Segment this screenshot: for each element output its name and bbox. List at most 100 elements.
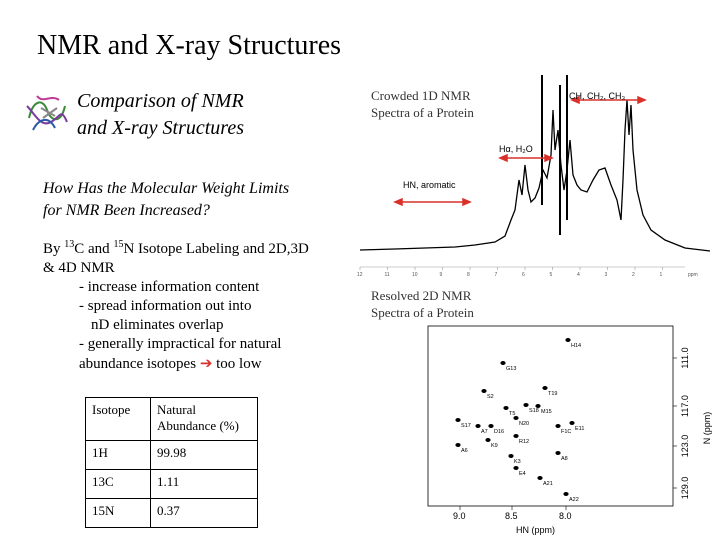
table-row: 15N 0.37 [85, 498, 258, 528]
axis-tick-label: 2 [632, 272, 635, 278]
axis-tick-label: 12 [357, 272, 363, 278]
isotope-cell: 15N [85, 498, 151, 528]
peak-label: T5 [509, 411, 515, 417]
caption-1d-line-2: Spectra of a Protein [371, 105, 474, 120]
bullet-3-result: too low [216, 356, 262, 372]
peak-marker [485, 438, 491, 442]
axis-tick-label: 8 [467, 272, 470, 278]
peak-marker [503, 406, 509, 410]
axis-tick-label: 10 [412, 272, 418, 278]
c13-superscript: 13 [64, 239, 75, 250]
peak-label: E11 [575, 426, 584, 432]
method-line-1: By 13C and 15N Isotope Labeling and 2D,3… [43, 240, 363, 259]
y-tick-label: 123.0 [680, 435, 690, 458]
label-ch: CH, CH₂, CH₃ [569, 91, 625, 101]
peak-marker [563, 492, 569, 496]
plot-frame [427, 325, 674, 507]
peak-marker [513, 434, 519, 438]
peak-marker [523, 403, 529, 407]
isotope-cell: 1H [85, 440, 151, 470]
arrow-head-left [570, 95, 580, 105]
spectrum-2d: H14 G13 S2 T19 T5 S18 M15 S17 N20 A7 D16 F1C E11 R12 K… [427, 325, 712, 535]
peak-label: T19 [548, 391, 557, 397]
peak-label: S2 [487, 394, 494, 400]
axis-tick-label: 7 [495, 272, 498, 278]
abundance-cell: 1.11 [150, 469, 258, 499]
right-arrow-icon: ➔ [199, 354, 213, 372]
caption-1d: Crowded 1D NMR Spectra of a Protein [371, 87, 474, 121]
isotope-abundance-table: Isotope Natural Abundance (%) 1H 99.98 1… [85, 397, 258, 528]
arrow-head-right [544, 153, 554, 163]
peak-label: A22 [569, 497, 579, 503]
axis-unit: ppm [688, 272, 698, 278]
subtitle-line-1: Comparison of NMR [77, 90, 244, 112]
axis-tick-label: 9 [440, 272, 443, 278]
y-tick-label: 129.0 [680, 477, 690, 500]
spectrum-1d: CH, CH₂, CH₃ Hα, H₂O HN, aromatic 12 11 10… [357, 75, 711, 278]
table-row: 13C 1.11 [85, 469, 258, 499]
axis-tick-label: 3 [605, 272, 608, 278]
table-row: 1H 99.98 [85, 440, 258, 470]
axis-tick-label: 4 [577, 272, 580, 278]
axis-tick-label: 6 [522, 272, 525, 278]
y-tick-label: 111.0 [680, 347, 690, 368]
peak-label: S17 [461, 423, 471, 429]
peak-marker [513, 466, 519, 470]
peak-label: N20 [519, 421, 529, 427]
abundance-cell: 0.37 [150, 498, 258, 528]
peak-label: A6 [461, 448, 468, 454]
bullet-2: - spread information out into [79, 298, 252, 314]
peak-label: E4 [519, 471, 526, 477]
axis-tick-label: 5 [550, 272, 553, 278]
arrow-head-right [637, 95, 647, 105]
question-text: How Has the Molecular Weight Limits for … [43, 178, 363, 222]
x-tick-label: 9.0 [453, 511, 466, 521]
peak-marker [455, 418, 461, 422]
slide-title: NMR and X-ray Structures [37, 30, 342, 61]
peak-marker [488, 424, 494, 428]
protein-structure-image [26, 95, 68, 131]
method-text: By 13C and 15N Isotope Labeling and 2D,3… [43, 240, 363, 374]
label-ha: Hα, H₂O [499, 144, 533, 154]
bullet-1: - increase information content [79, 279, 260, 295]
isotope-cell: 13C [85, 469, 151, 499]
peak-label: R12 [519, 439, 529, 445]
bullet-3-text: abundance isotopes [79, 356, 197, 372]
y-tick-label: 117.0 [680, 395, 690, 417]
x-tick-label: 8.5 [505, 511, 518, 521]
peak-label: M15 [541, 409, 552, 415]
peak-marker [569, 421, 575, 425]
peak-label: K9 [491, 443, 498, 449]
method-by: By [43, 241, 65, 257]
peak-label: K3 [514, 459, 521, 465]
question-line-2: for NMR Been Increased? [43, 202, 210, 219]
peak-label: A21 [543, 481, 553, 487]
peak-marker [455, 443, 461, 447]
peak-marker [565, 338, 571, 342]
caption-1d-line-1: Crowded 1D NMR [371, 88, 471, 103]
caption-2d-line-1: Resolved 2D NMR [371, 288, 472, 303]
header-abundance: Natural Abundance (%) [150, 397, 258, 441]
axis-tick-label: 1 [660, 272, 663, 278]
arrow-head-right [462, 197, 472, 207]
abundance-cell: 99.98 [150, 440, 258, 470]
peak-marker [555, 451, 561, 455]
subtitle-line-2: and X-ray Structures [77, 117, 245, 139]
axis-tick-label: 11 [385, 272, 390, 278]
peak-marker [555, 424, 561, 428]
y-axis-label: N (ppm) [702, 412, 712, 445]
peak-marker [542, 386, 548, 390]
bullet-2-continued: nD eliminates overlap [91, 317, 224, 333]
method-line-2: & 4D NMR [43, 260, 115, 276]
slide-subtitle: Comparison of NMR and X-ray Structures [77, 88, 307, 142]
label-hn: HN, aromatic [403, 180, 456, 190]
method-c-and: C and [74, 241, 114, 257]
peak-label: G13 [506, 366, 516, 372]
peak-marker [475, 424, 481, 428]
table-header-row: Isotope Natural Abundance (%) [85, 397, 258, 441]
x-axis-label: HN (ppm) [516, 525, 555, 535]
peak-marker [500, 361, 506, 365]
arrow-head-left [498, 153, 508, 163]
n15-superscript: 15 [113, 239, 124, 250]
caption-2d: Resolved 2D NMR Spectra of a Protein [371, 287, 474, 321]
